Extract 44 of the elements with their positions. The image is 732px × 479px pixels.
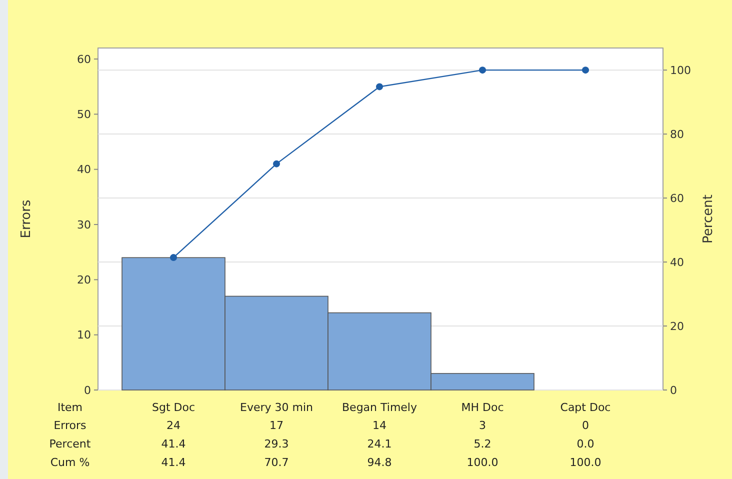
y2-tick-label: 20 [670, 320, 684, 333]
y-tick-label: 10 [77, 328, 91, 342]
y-tick-label: 20 [77, 274, 91, 287]
y-tick-label: 30 [77, 218, 91, 232]
point [479, 66, 486, 74]
y2-tick-label: 40 [670, 256, 684, 269]
point [170, 254, 177, 262]
point [273, 160, 280, 168]
text: Errors [54, 419, 87, 432]
x-tick-label: MH Doc [461, 400, 504, 414]
x-tick-label: Capt Doc [560, 400, 611, 414]
y2-tick-label: 80 [670, 128, 684, 141]
data-label: 24 [166, 419, 180, 432]
y-tick-label: 40 [77, 163, 91, 176]
y2-tick-label: 0 [670, 384, 677, 397]
data-label: 100.0 [570, 456, 602, 469]
point [376, 83, 383, 90]
text: Percent [49, 437, 92, 450]
y-axis-title: Errors [19, 200, 34, 238]
text: Cum % [50, 456, 90, 469]
text: 24.1 [367, 437, 392, 450]
y2-axis-title: Percent [701, 194, 716, 244]
text: 29.3 [264, 437, 289, 450]
data-label: 17 [270, 419, 284, 432]
text: 5.2 [474, 437, 492, 450]
y-tick-label: 0 [84, 384, 91, 397]
y-tick-label: 50 [77, 108, 91, 122]
y2-tick-label: 100 [670, 64, 691, 77]
point [582, 66, 589, 74]
x-axis-title: Item [57, 400, 83, 414]
data-label: 94.8 [367, 456, 392, 469]
text: 0.0 [576, 437, 594, 450]
y-tick-label: 60 [77, 52, 91, 66]
text: 41.4 [161, 437, 186, 450]
data-label: 3 [479, 419, 486, 432]
x-tick-label: Sgt Doc [152, 400, 196, 414]
x-tick-label: Began Timely [342, 400, 418, 414]
data-label: 0 [582, 419, 589, 432]
data-label: 41.4 [161, 456, 186, 469]
data-label: 14 [372, 419, 386, 432]
x-tick-label: Every 30 min [240, 400, 314, 414]
data-label: 100.0 [466, 456, 498, 469]
data-label: 70.7 [264, 456, 289, 469]
y2-tick-label: 60 [670, 192, 684, 205]
